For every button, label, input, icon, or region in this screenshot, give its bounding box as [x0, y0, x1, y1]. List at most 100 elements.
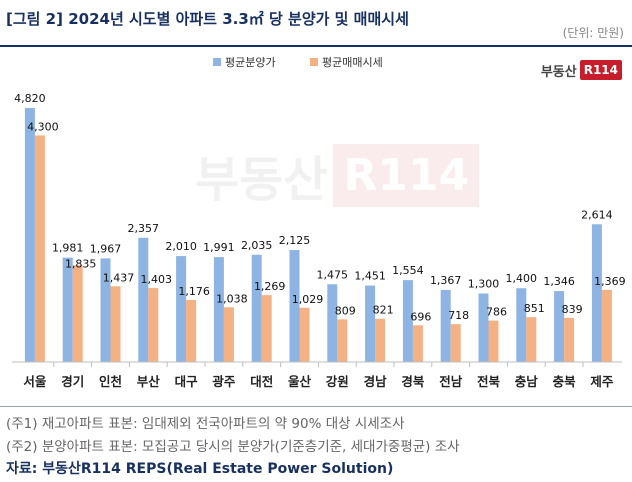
bar-market-13	[526, 317, 537, 362]
value-label-presale-13: 1,400	[506, 272, 538, 285]
value-label-presale-5: 1,991	[203, 241, 235, 254]
value-label-market-0: 4,300	[27, 120, 59, 133]
value-label-market-5: 1,038	[216, 292, 248, 305]
value-label-presale-0: 4,820	[14, 92, 46, 105]
unit-label: (단위: 만원)	[562, 26, 624, 40]
category-label-11: 전남	[439, 374, 463, 389]
brand-logo: 부동산 R114	[541, 60, 622, 80]
bar-presale-6	[251, 254, 262, 362]
bar-market-9	[375, 318, 386, 362]
value-label-market-4: 1,176	[178, 285, 210, 298]
value-label-market-13: 851	[524, 302, 545, 315]
source-note: 자료: 부동산R114 REPS(Real Estate Power Solut…	[6, 461, 394, 477]
bar-market-1	[72, 265, 83, 362]
category-label-6: 대전	[250, 374, 273, 389]
bar-presale-12	[478, 293, 489, 362]
value-label-presale-6: 2,035	[241, 239, 273, 252]
legend-swatch-1	[310, 58, 318, 66]
category-label-8: 강원	[326, 374, 349, 389]
bar-presale-13	[516, 288, 527, 362]
value-label-presale-9: 1,451	[354, 270, 386, 283]
value-label-presale-11: 1,367	[430, 274, 462, 287]
bar-presale-3	[138, 237, 149, 362]
category-labels-group: 서울 경기 인천 부산 대구 광주 대전 울산 강원 경남 경북 전남 전북 충남 충북 제주	[23, 374, 614, 389]
bar-market-7	[299, 307, 310, 362]
bar-chart: 평균분양가 평균매매시세 4,820 4,300 1,981 1,835 1,967 1,4…	[12, 56, 626, 389]
bar-market-8	[337, 319, 348, 362]
value-label-presale-8: 1,475	[317, 268, 349, 281]
category-label-2: 인천	[99, 374, 122, 389]
value-label-market-12: 786	[486, 306, 507, 319]
category-label-5: 광주	[212, 374, 236, 389]
value-label-presale-4: 2,010	[165, 240, 197, 253]
value-label-market-1: 1,835	[65, 258, 97, 271]
bar-presale-4	[176, 256, 187, 362]
category-label-12: 전북	[477, 374, 501, 389]
bar-presale-14	[554, 291, 565, 362]
category-label-14: 충북	[553, 374, 577, 389]
category-label-9: 경남	[364, 374, 388, 389]
value-label-presale-15: 2,614	[581, 208, 613, 221]
chart-title: [그림 2] 2024년 시도별 아파트 3.3㎡ 당 분양가 및 매매시세	[6, 10, 409, 28]
value-label-market-8: 809	[335, 304, 356, 317]
bar-presale-5	[213, 257, 224, 362]
bar-market-15	[601, 289, 612, 362]
legend-swatch-0	[213, 58, 221, 66]
bar-market-0	[34, 135, 45, 362]
bar-market-10	[412, 325, 423, 362]
bar-presale-1	[62, 257, 73, 362]
value-label-market-14: 839	[562, 303, 583, 316]
value-label-market-7: 1,029	[292, 293, 324, 306]
category-label-0: 서울	[23, 374, 47, 389]
value-label-presale-1: 1,981	[52, 242, 84, 255]
category-label-4: 대구	[175, 374, 199, 389]
title-divider	[0, 45, 632, 47]
category-label-13: 충남	[515, 374, 539, 389]
bars-group	[24, 108, 612, 363]
bar-presale-8	[327, 284, 338, 362]
value-label-presale-3: 2,357	[128, 222, 160, 235]
bar-market-12	[488, 320, 499, 362]
value-label-market-9: 821	[373, 304, 394, 317]
bar-market-5	[223, 307, 234, 362]
bar-market-6	[261, 295, 272, 362]
bar-presale-15	[591, 224, 602, 362]
bar-presale-11	[440, 289, 451, 362]
value-label-presale-10: 1,554	[392, 264, 424, 277]
bar-presale-7	[289, 250, 300, 362]
category-label-3: 부산	[137, 374, 161, 389]
footnote-1: (주1) 재고아파트 표본: 임대제외 전국아파트의 약 90% 대상 시세조사	[6, 416, 405, 432]
value-label-market-3: 1,403	[141, 273, 173, 286]
value-label-presale-12: 1,300	[468, 278, 500, 291]
category-label-7: 울산	[288, 374, 312, 389]
bar-market-11	[450, 324, 461, 362]
bar-presale-2	[100, 258, 111, 362]
bar-presale-10	[402, 280, 413, 362]
footnote-2: (주2) 분양아파트 표본: 모집공고 당시의 분양가(기준층기준, 세대가중평…	[6, 439, 460, 455]
bar-presale-9	[365, 285, 376, 362]
value-label-presale-7: 2,125	[279, 234, 311, 247]
category-label-15: 제주	[590, 374, 614, 389]
value-label-market-15: 1,369	[594, 275, 626, 288]
legend: 평균분양가 평균매매시세	[213, 56, 383, 69]
value-labels-group: 4,820 4,300 1,981 1,835 1,967 1,437 2,357 1,403…	[14, 92, 626, 323]
value-label-market-11: 718	[448, 309, 469, 322]
legend-label-0: 평균분양가	[225, 56, 276, 69]
category-label-1: 경기	[61, 374, 84, 389]
value-label-market-10: 696	[410, 310, 431, 323]
bar-market-2	[110, 286, 121, 362]
value-label-market-6: 1,269	[254, 280, 286, 293]
value-label-market-2: 1,437	[103, 271, 135, 284]
bar-presale-0	[24, 108, 35, 363]
logo-text: 부동산	[540, 64, 577, 80]
value-label-presale-2: 1,967	[90, 242, 122, 255]
footer-divider	[0, 406, 632, 407]
bar-market-14	[564, 317, 575, 362]
bar-market-3	[148, 288, 159, 362]
category-label-10: 경북	[401, 374, 425, 389]
logo-badge: R114	[579, 60, 622, 80]
bar-market-4	[186, 300, 197, 362]
legend-label-1: 평균매매시세	[322, 56, 383, 69]
value-label-presale-14: 1,346	[543, 275, 575, 288]
x-ticks-group	[53, 362, 584, 367]
